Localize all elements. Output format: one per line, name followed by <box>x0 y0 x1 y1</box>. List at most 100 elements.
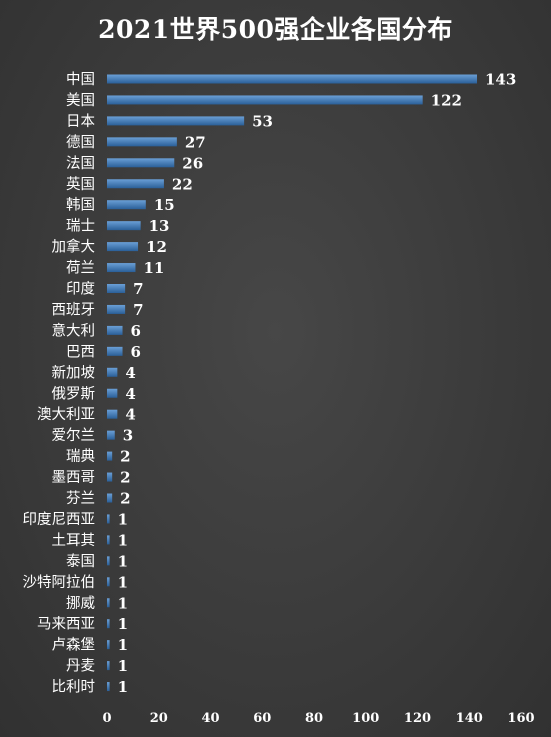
value-label: 1 <box>118 552 128 570</box>
value-label: 7 <box>133 301 143 319</box>
value-label: 4 <box>125 385 135 403</box>
value-labels: 1431225327262215131211776644432221111111… <box>118 71 517 697</box>
bar-17 <box>107 409 118 419</box>
category-label: 比利时 <box>52 679 96 696</box>
category-label: 印度 <box>66 281 95 298</box>
x-tick-label: 40 <box>201 711 219 726</box>
category-label: 意大利 <box>52 321 96 339</box>
bar-30 <box>107 682 110 692</box>
value-label: 1 <box>118 678 128 696</box>
value-label: 3 <box>123 427 133 445</box>
bar-5 <box>107 158 175 168</box>
bar-8 <box>107 221 141 231</box>
bar-22 <box>107 514 110 524</box>
value-label: 4 <box>125 406 135 424</box>
x-tick-label: 0 <box>102 711 111 726</box>
bar-27 <box>107 619 110 629</box>
value-label: 2 <box>120 490 130 508</box>
value-label: 1 <box>118 657 128 675</box>
value-label: 7 <box>133 280 143 298</box>
bar-10 <box>107 263 136 273</box>
category-label: 加拿大 <box>52 238 96 256</box>
bar-9 <box>107 242 139 252</box>
category-label: 挪威 <box>66 595 95 612</box>
value-label: 1 <box>118 573 128 591</box>
bar-28 <box>107 640 110 650</box>
bar-7 <box>107 200 146 210</box>
category-label: 美国 <box>66 92 95 109</box>
value-label: 13 <box>149 217 170 235</box>
category-label: 沙特阿拉伯 <box>23 574 96 591</box>
value-label: 26 <box>182 154 203 172</box>
value-label: 12 <box>146 238 167 256</box>
category-label: 墨西哥 <box>52 470 96 486</box>
category-label: 中国 <box>66 71 95 88</box>
value-label: 143 <box>485 71 516 89</box>
bar-11 <box>107 284 126 293</box>
bar-14 <box>107 346 123 356</box>
bar-4 <box>107 137 177 147</box>
category-label: 瑞士 <box>66 218 95 235</box>
bar-20 <box>107 472 113 482</box>
chart-title: 2021世界500强企业各国分布 <box>98 15 453 44</box>
bar-2 <box>107 95 423 105</box>
category-label: 瑞典 <box>66 448 95 465</box>
value-label: 1 <box>118 510 128 528</box>
category-label: 丹麦 <box>66 658 95 675</box>
bar-13 <box>107 325 123 335</box>
bar-18 <box>107 430 115 440</box>
category-label: 俄罗斯 <box>52 385 96 402</box>
value-label: 2 <box>120 448 130 466</box>
value-label: 53 <box>252 112 273 130</box>
x-tick-label: 140 <box>456 711 483 726</box>
bar-1 <box>107 74 478 84</box>
bar-16 <box>107 388 118 398</box>
x-axis-ticks: 0 20 40 60 80 100 120 140 160 <box>102 711 534 726</box>
x-tick-label: 100 <box>352 711 379 726</box>
category-label: 韩国 <box>66 197 95 214</box>
x-tick-label: 120 <box>404 711 431 726</box>
category-label: 印度尼西亚 <box>23 511 96 528</box>
category-label: 法国 <box>66 155 95 172</box>
bar-3 <box>107 116 245 126</box>
bar-19 <box>107 451 113 461</box>
x-tick-label: 60 <box>253 711 271 726</box>
value-label: 2 <box>120 469 130 487</box>
value-label: 1 <box>118 615 128 633</box>
bar-25 <box>107 577 110 587</box>
bar-12 <box>107 304 126 314</box>
bars-layer <box>107 74 478 692</box>
value-label: 27 <box>185 133 206 151</box>
bar-24 <box>107 556 110 566</box>
category-label: 马来西亚 <box>37 616 95 633</box>
category-label: 西班牙 <box>52 301 96 318</box>
value-label: 4 <box>125 364 135 382</box>
x-tick-label: 160 <box>507 711 534 726</box>
x-tick-label: 20 <box>150 711 168 726</box>
value-label: 15 <box>154 196 175 214</box>
category-label: 土耳其 <box>52 532 96 549</box>
category-label: 荷兰 <box>66 260 95 277</box>
category-label: 芬兰 <box>66 490 95 507</box>
x-tick-label: 80 <box>305 711 323 726</box>
bar-26 <box>107 598 110 608</box>
bar-29 <box>107 661 110 671</box>
bar-15 <box>107 367 118 377</box>
value-label: 1 <box>118 594 128 612</box>
value-label: 22 <box>172 175 193 193</box>
category-label: 泰国 <box>66 553 95 570</box>
category-labels: 中国美国日本德国法国英国韩国瑞士加拿大荷兰印度西班牙意大利巴西新加坡俄罗斯澳大利… <box>23 71 96 696</box>
category-label: 爱尔兰 <box>52 427 96 444</box>
bar-6 <box>107 179 164 189</box>
category-label: 新加坡 <box>52 364 96 381</box>
value-label: 6 <box>131 322 141 340</box>
value-label: 1 <box>118 531 128 549</box>
category-label: 卢森堡 <box>52 637 96 654</box>
category-label: 澳大利亚 <box>37 406 95 423</box>
category-label: 巴西 <box>66 344 95 360</box>
bar-21 <box>107 493 113 503</box>
category-label: 英国 <box>66 175 95 193</box>
category-label: 日本 <box>66 113 95 130</box>
